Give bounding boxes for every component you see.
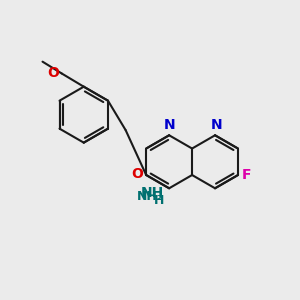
Text: H: H [154, 194, 164, 207]
Text: O: O [131, 167, 143, 181]
Text: N: N [211, 118, 222, 132]
Text: N: N [163, 118, 175, 132]
Text: F: F [242, 168, 251, 182]
Text: NH₂: NH₂ [136, 190, 163, 203]
Text: O: O [47, 66, 59, 80]
Text: NH: NH [141, 186, 164, 200]
